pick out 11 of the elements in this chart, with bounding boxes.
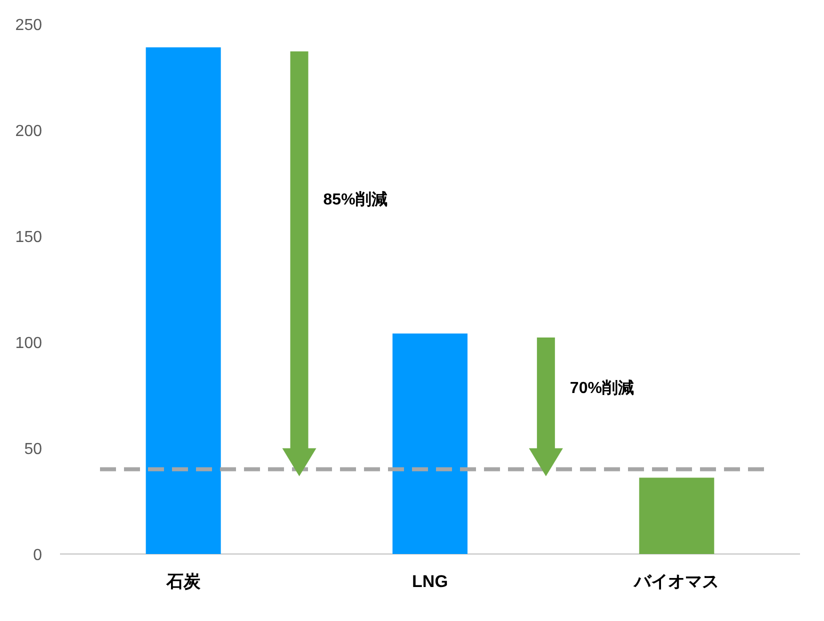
- y-tick-label: 50: [24, 441, 42, 458]
- annotation: 85%削減: [323, 190, 388, 208]
- y-tick-label: 150: [15, 229, 42, 246]
- y-tick-label: 0: [33, 547, 42, 564]
- x-tick-label: バイオマス: [633, 572, 720, 591]
- y-tick-label: 100: [15, 335, 42, 352]
- x-tick-label: LNG: [412, 572, 448, 591]
- y-tick-label: 200: [15, 123, 42, 140]
- y-tick-label: 250: [15, 17, 42, 34]
- x-tick-label: 石炭: [165, 572, 202, 591]
- annotation: 70%削減: [570, 378, 634, 397]
